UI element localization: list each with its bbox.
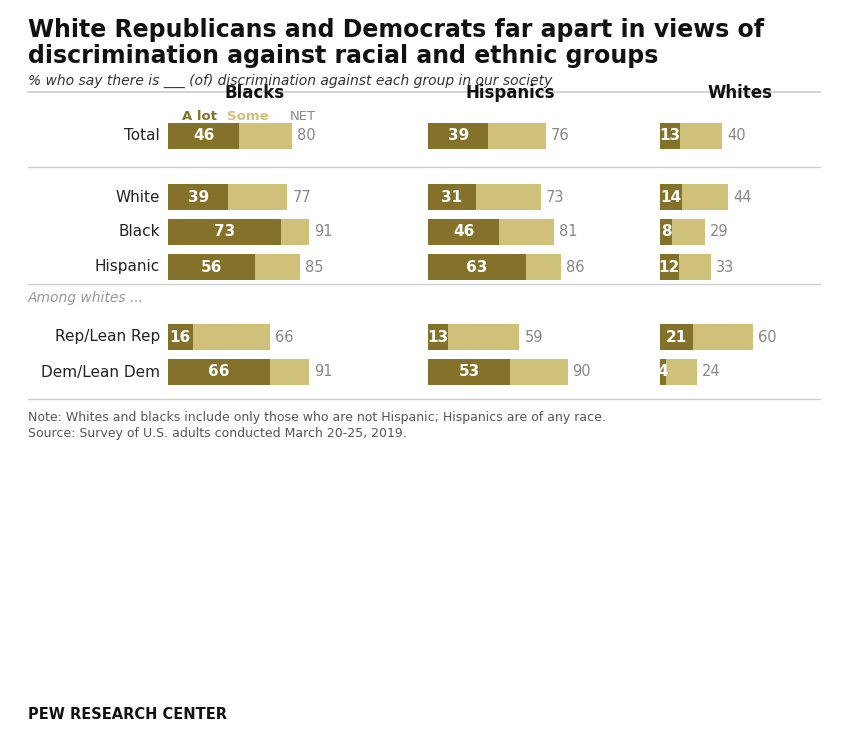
Bar bbox=[428, 123, 488, 149]
Text: 91: 91 bbox=[314, 364, 332, 380]
Text: 53: 53 bbox=[459, 364, 480, 380]
Bar bbox=[428, 254, 526, 280]
Text: 56: 56 bbox=[201, 260, 222, 274]
Text: % who say there is ___ (of) discrimination against each group in our society: % who say there is ___ (of) discriminati… bbox=[28, 74, 552, 88]
Bar bbox=[428, 219, 499, 245]
Bar bbox=[660, 254, 711, 280]
Text: 21: 21 bbox=[666, 329, 687, 344]
Text: Source: Survey of U.S. adults conducted March 20-25, 2019.: Source: Survey of U.S. adults conducted … bbox=[28, 427, 407, 440]
Text: 24: 24 bbox=[702, 364, 721, 380]
Bar bbox=[660, 324, 753, 350]
Text: 91: 91 bbox=[314, 224, 332, 239]
Text: Black: Black bbox=[119, 224, 160, 239]
Text: Hispanic: Hispanic bbox=[95, 260, 160, 274]
Text: 13: 13 bbox=[427, 329, 449, 344]
Bar bbox=[168, 184, 228, 210]
Bar bbox=[168, 184, 287, 210]
Bar bbox=[428, 324, 448, 350]
Bar bbox=[660, 324, 693, 350]
Text: White: White bbox=[115, 190, 160, 205]
Text: 31: 31 bbox=[442, 190, 463, 205]
Text: 80: 80 bbox=[297, 128, 315, 143]
Text: 4: 4 bbox=[658, 364, 668, 380]
Text: 76: 76 bbox=[551, 128, 569, 143]
Text: Whites: Whites bbox=[707, 84, 773, 102]
Text: 8: 8 bbox=[661, 224, 672, 239]
Bar bbox=[168, 254, 299, 280]
Text: 39: 39 bbox=[448, 128, 469, 143]
Text: 46: 46 bbox=[193, 128, 215, 143]
Text: Blacks: Blacks bbox=[225, 84, 285, 102]
Bar bbox=[168, 324, 192, 350]
Bar bbox=[428, 359, 510, 385]
Text: 46: 46 bbox=[453, 224, 474, 239]
Text: 40: 40 bbox=[727, 128, 745, 143]
Text: 59: 59 bbox=[524, 329, 543, 344]
Text: 13: 13 bbox=[660, 128, 681, 143]
Text: White Republicans and Democrats far apart in views of: White Republicans and Democrats far apar… bbox=[28, 18, 764, 42]
Text: 86: 86 bbox=[566, 260, 585, 274]
Bar bbox=[168, 359, 309, 385]
Bar bbox=[660, 219, 672, 245]
Text: 44: 44 bbox=[734, 190, 751, 205]
Text: PEW RESEARCH CENTER: PEW RESEARCH CENTER bbox=[28, 707, 227, 722]
Text: Note: Whites and blacks include only those who are not Hispanic; Hispanics are o: Note: Whites and blacks include only tho… bbox=[28, 411, 605, 424]
Text: discrimination against racial and ethnic groups: discrimination against racial and ethnic… bbox=[28, 44, 658, 68]
Text: A lot: A lot bbox=[182, 110, 217, 124]
Text: Hispanics: Hispanics bbox=[466, 84, 555, 102]
Text: 73: 73 bbox=[546, 190, 565, 205]
Text: Rep/Lean Rep: Rep/Lean Rep bbox=[55, 329, 160, 344]
Text: 66: 66 bbox=[276, 329, 293, 344]
Bar bbox=[428, 324, 520, 350]
Text: 73: 73 bbox=[214, 224, 235, 239]
Bar bbox=[660, 254, 678, 280]
Text: 14: 14 bbox=[661, 190, 682, 205]
Text: Some: Some bbox=[227, 110, 269, 124]
Bar bbox=[660, 219, 705, 245]
Bar bbox=[660, 359, 667, 385]
Bar bbox=[428, 184, 541, 210]
Text: 39: 39 bbox=[187, 190, 209, 205]
Bar bbox=[428, 359, 567, 385]
Text: 16: 16 bbox=[170, 329, 191, 344]
Bar bbox=[660, 123, 680, 149]
Bar bbox=[660, 359, 697, 385]
Bar bbox=[168, 219, 309, 245]
Text: 29: 29 bbox=[710, 224, 728, 239]
Text: Dem/Lean Dem: Dem/Lean Dem bbox=[41, 364, 160, 380]
Bar bbox=[660, 184, 728, 210]
Bar bbox=[660, 123, 722, 149]
Text: 85: 85 bbox=[304, 260, 323, 274]
Bar bbox=[428, 184, 476, 210]
Bar bbox=[428, 123, 546, 149]
Text: 12: 12 bbox=[659, 260, 680, 274]
Text: 33: 33 bbox=[717, 260, 734, 274]
Bar bbox=[168, 359, 271, 385]
Bar bbox=[660, 184, 682, 210]
Text: Total: Total bbox=[125, 128, 160, 143]
Bar bbox=[168, 254, 254, 280]
Text: 90: 90 bbox=[572, 364, 591, 380]
Bar bbox=[168, 123, 239, 149]
Text: NET: NET bbox=[290, 110, 316, 124]
Text: 81: 81 bbox=[559, 224, 577, 239]
Bar bbox=[428, 219, 554, 245]
Text: 60: 60 bbox=[758, 329, 777, 344]
Text: Among whites ...: Among whites ... bbox=[28, 291, 144, 305]
Text: 66: 66 bbox=[209, 364, 230, 380]
Bar bbox=[168, 123, 292, 149]
Bar bbox=[168, 324, 271, 350]
Text: 63: 63 bbox=[466, 260, 488, 274]
Text: 77: 77 bbox=[293, 190, 311, 205]
Bar bbox=[428, 254, 561, 280]
Bar bbox=[168, 219, 282, 245]
